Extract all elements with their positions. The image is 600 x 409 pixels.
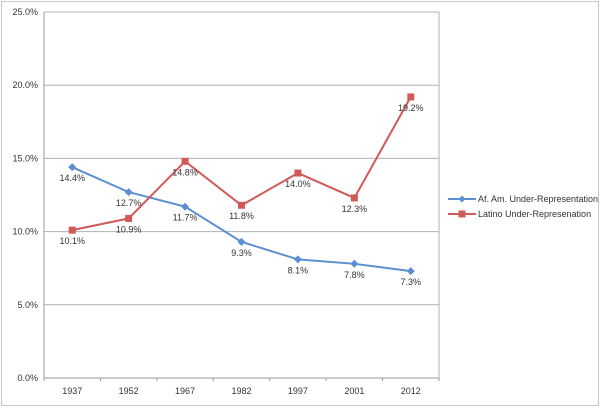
data-point	[68, 226, 76, 234]
data-label: 11.8%	[229, 211, 254, 221]
x-tick-label: 2001	[344, 386, 364, 396]
x-tick-label: 1952	[119, 386, 139, 396]
data-point	[294, 169, 302, 177]
data-label: 7.3%	[401, 277, 422, 287]
data-label: 11.7%	[173, 213, 198, 223]
y-tick-label: 0.0%	[17, 373, 38, 383]
legend-marker	[458, 210, 466, 218]
y-tick-label: 25.0%	[12, 7, 38, 17]
data-label: 12.7%	[116, 198, 142, 208]
y-tick-label: 15.0%	[12, 153, 38, 163]
data-point	[237, 237, 246, 246]
data-point	[407, 93, 415, 101]
y-tick-label: 10.0%	[12, 227, 38, 237]
data-label: 8.1%	[288, 265, 309, 275]
data-label: 14.4%	[59, 173, 85, 183]
data-label: 10.1%	[59, 236, 85, 246]
x-tick-label: 1967	[175, 386, 195, 396]
data-point	[68, 163, 77, 172]
data-label: 9.3%	[231, 248, 252, 258]
data-point	[181, 202, 190, 211]
data-label: 7.8%	[344, 270, 365, 280]
data-point	[350, 259, 359, 268]
data-point	[125, 214, 133, 222]
x-tick-label: 2012	[401, 386, 421, 396]
data-label: 10.9%	[116, 224, 142, 234]
legend-marker	[458, 195, 466, 203]
data-point	[124, 188, 133, 197]
legend-label: Latino Under-Represenation	[478, 209, 591, 219]
x-tick-label: 1982	[231, 386, 251, 396]
x-tick-label: 1937	[62, 386, 82, 396]
data-label: 12.3%	[342, 204, 368, 214]
data-point	[181, 157, 189, 165]
data-point	[406, 267, 415, 276]
data-point	[293, 255, 302, 264]
data-label: 14.0%	[285, 179, 311, 189]
data-label: 19.2%	[398, 103, 424, 113]
x-tick-label: 1997	[288, 386, 308, 396]
legend-label: Af. Am. Under-Representation	[478, 194, 598, 204]
y-tick-label: 5.0%	[17, 300, 38, 310]
y-tick-label: 20.0%	[12, 80, 38, 90]
data-label: 14.8%	[172, 167, 198, 177]
data-point	[350, 194, 358, 202]
data-point	[238, 201, 245, 209]
